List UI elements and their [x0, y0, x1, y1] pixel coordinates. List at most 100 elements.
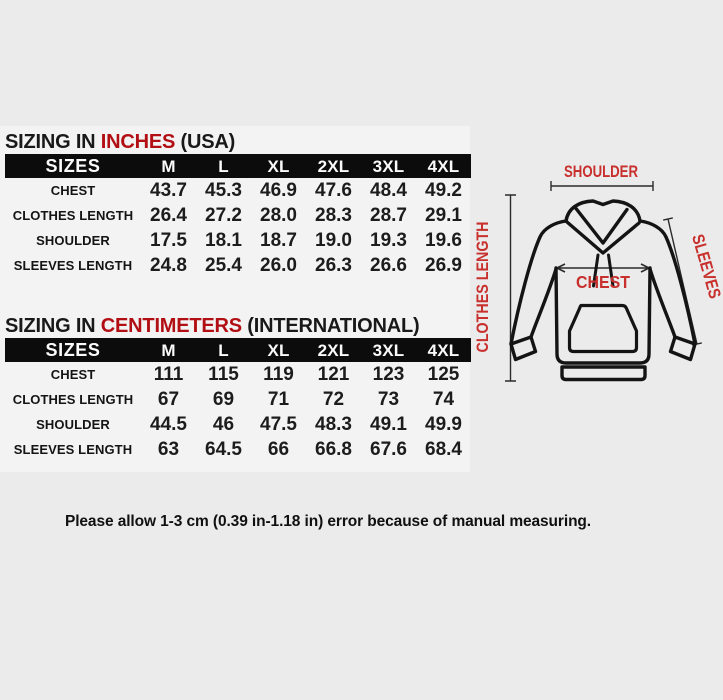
measurement-value: 19.3 — [370, 230, 407, 251]
title-region: (USA) — [180, 131, 236, 153]
hood-dome — [564, 199, 642, 223]
sleeves-label: SLEEVES — [688, 232, 723, 301]
measurement-value: 28.7 — [370, 205, 407, 226]
chest-label: CHEST — [576, 272, 630, 292]
measurement-value: 28.3 — [315, 205, 352, 226]
sizes-header: SIZES — [45, 340, 101, 360]
hood-opening-outer — [565, 220, 641, 255]
clothes-length-measure-line — [505, 194, 516, 382]
measurement-value: 48.3 — [315, 414, 352, 435]
measurement-value: 26.4 — [150, 205, 187, 226]
drawstring-right — [607, 253, 615, 288]
size-column-header: XL — [267, 340, 290, 360]
title-prefix: SIZING IN — [5, 315, 96, 337]
right-sleeve-inner — [648, 267, 677, 339]
table-header-row: SIZES M L XL 2XL 3XL 4XL — [5, 154, 471, 178]
measurement-value: 67.6 — [370, 439, 407, 460]
measurement-row: SLEEVES LENGTH 24.8 25.4 26.0 26.3 26.6 26.9 — [5, 253, 471, 278]
centimeters-size-table: SIZES M L XL 2XL 3XL 4XL CHEST 111 115 119 121 123 12… — [5, 338, 471, 462]
drawstring-left — [592, 253, 600, 288]
size-column-header: 3XL — [372, 340, 405, 360]
measurement-row: CHEST 43.7 45.3 46.9 47.6 48.4 49.2 — [5, 178, 471, 203]
sizes-header: SIZES — [45, 156, 101, 176]
measurement-value: 119 — [263, 364, 294, 385]
measurement-value: 29.1 — [425, 205, 462, 226]
clothes-length-label: CLOTHES LENGTH — [474, 222, 492, 353]
measurement-value: 44.5 — [150, 414, 187, 435]
chest-measure-arrow — [556, 263, 650, 273]
measurement-row: SHOULDER 17.5 18.1 18.7 19.0 19.3 19.6 — [5, 228, 471, 253]
size-column-header: L — [218, 340, 229, 360]
measurement-row: SLEEVES LENGTH 63 64.5 66 66.8 67.6 68.4 — [5, 437, 471, 462]
hood-opening-inner — [574, 206, 629, 245]
left-sleeve-inner — [529, 267, 558, 339]
measurement-value: 123 — [372, 364, 405, 385]
measurement-value: 48.4 — [370, 180, 407, 201]
table-panel-background — [0, 126, 470, 472]
hoodie-measurement-diagram: SHOULDER CLOTHES LENGTH CHEST SLEEVES — [474, 163, 723, 382]
measurement-value: 43.7 — [150, 180, 187, 201]
row-label: CHEST — [50, 183, 96, 198]
measurement-value: 125 — [427, 364, 460, 385]
measurement-value: 71 — [267, 389, 290, 410]
left-cuff — [509, 335, 538, 362]
measurement-row: CLOTHES LENGTH 26.4 27.2 28.0 28.3 28.7 29.1 — [5, 203, 471, 228]
centimeters-section: SIZING IN CENTIMETERS (INTERNATIONAL) SI… — [5, 315, 471, 462]
inches-section-title: SIZING IN INCHES (USA) — [5, 131, 471, 153]
measurement-value: 17.5 — [150, 230, 187, 251]
measurement-value: 115 — [208, 364, 239, 385]
measurement-value: 49.2 — [425, 180, 462, 201]
title-region: (INTERNATIONAL) — [247, 315, 420, 337]
measurement-value: 49.9 — [425, 414, 462, 435]
measurement-value: 46.9 — [260, 180, 297, 201]
measurement-value: 74 — [432, 389, 455, 410]
row-label: SHOULDER — [36, 417, 110, 432]
size-column-header: 4XL — [427, 156, 460, 176]
size-column-header: M — [161, 340, 176, 360]
right-sleeve-outer — [638, 219, 697, 346]
left-sleeve-outer — [509, 219, 568, 346]
measurement-value: 19.0 — [315, 230, 352, 251]
measurement-value: 26.9 — [425, 255, 462, 276]
measurement-value: 46 — [212, 414, 235, 435]
size-column-header: 2XL — [317, 156, 350, 176]
row-label: SLEEVES LENGTH — [13, 442, 133, 457]
size-column-header: 2XL — [317, 340, 350, 360]
title-unit-highlight: CENTIMETERS — [100, 315, 242, 337]
centimeters-section-title: SIZING IN CENTIMETERS (INTERNATIONAL) — [5, 315, 471, 337]
shoulder-label: SHOULDER — [564, 163, 638, 181]
measurement-value: 47.6 — [315, 180, 352, 201]
measurement-value: 26.6 — [370, 255, 407, 276]
measuring-error-note: Please allow 1-3 cm (0.39 in-1.18 in) er… — [64, 512, 592, 530]
right-cuff — [668, 335, 697, 362]
measurement-value: 67 — [157, 389, 180, 410]
measurement-value: 26.0 — [260, 255, 297, 276]
row-label: CLOTHES LENGTH — [12, 208, 134, 223]
table-header-row: SIZES M L XL 2XL 3XL 4XL — [5, 338, 471, 362]
row-label: CHEST — [50, 367, 96, 382]
inches-section: SIZING IN INCHES (USA) SIZES M L XL 2XL 3XL 4X… — [5, 131, 471, 278]
title-prefix: SIZING IN — [5, 131, 96, 153]
measurement-value: 72 — [322, 389, 345, 410]
measurement-value: 26.3 — [315, 255, 352, 276]
size-column-header: 4XL — [427, 340, 460, 360]
measurement-value: 66.8 — [315, 439, 352, 460]
measurement-value: 25.4 — [205, 255, 242, 276]
measurement-value: 69 — [212, 389, 235, 410]
shoulder-measure-line — [550, 181, 654, 191]
measurement-value: 73 — [377, 389, 400, 410]
measurement-value: 45.3 — [205, 180, 242, 201]
hem-band — [560, 365, 647, 382]
measurement-value: 18.7 — [260, 230, 297, 251]
size-column-header: M — [161, 156, 176, 176]
measurement-value: 121 — [317, 364, 350, 385]
measurement-value: 68.4 — [425, 439, 462, 460]
measurement-value: 111 — [153, 364, 184, 385]
measurement-value: 27.2 — [205, 205, 242, 226]
row-label: SLEEVES LENGTH — [13, 258, 133, 273]
kangaroo-pocket — [567, 303, 639, 354]
measurement-value: 19.6 — [425, 230, 462, 251]
row-label: CLOTHES LENGTH — [12, 392, 134, 407]
measurement-value: 49.1 — [370, 414, 407, 435]
